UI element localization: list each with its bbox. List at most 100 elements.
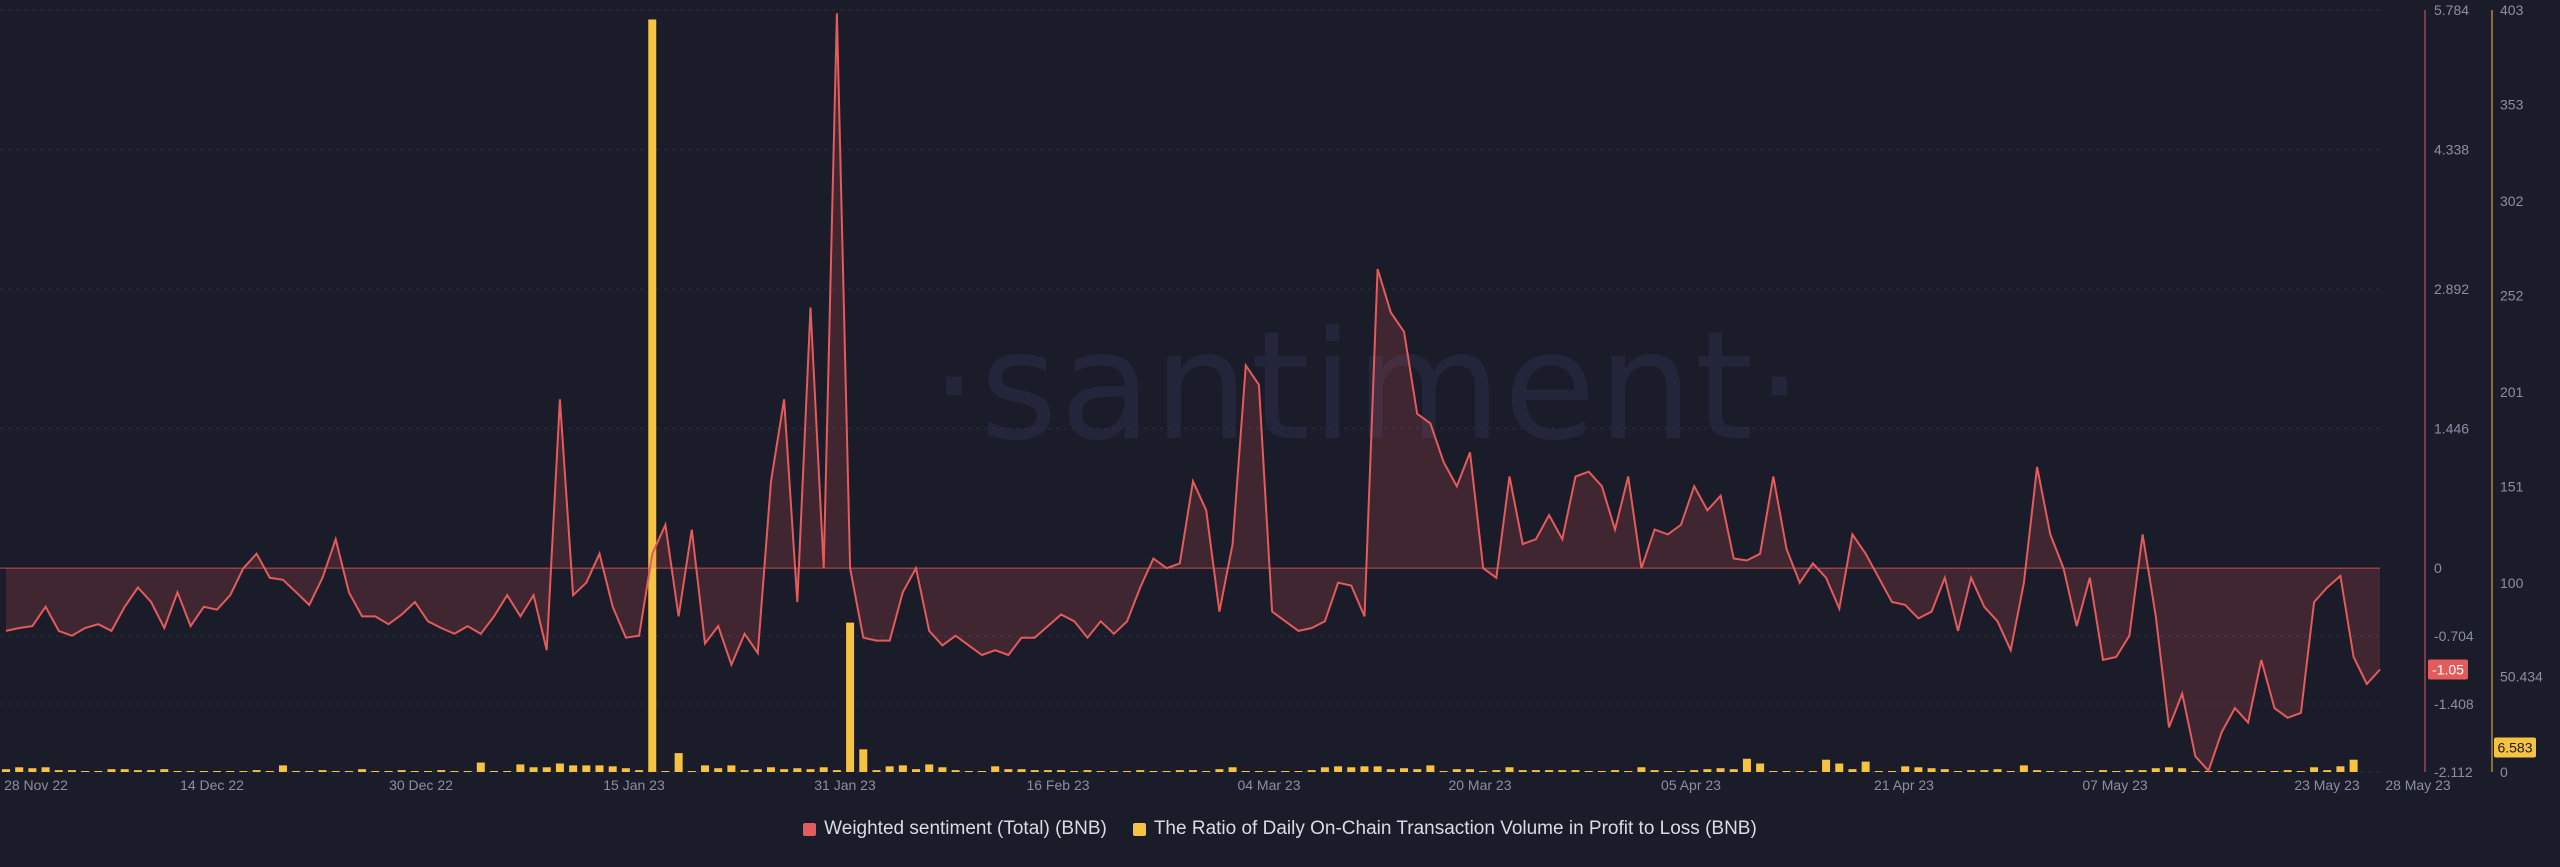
ratio-bar-153 — [2020, 765, 2028, 772]
ratio-bar-177 — [2336, 766, 2344, 772]
ratio-bar-107 — [1413, 769, 1421, 772]
ratio-bar-64 — [846, 623, 854, 772]
ratio-bar-119 — [1571, 770, 1579, 772]
ratio-tick-3: 252 — [2500, 288, 2524, 304]
sentiment-line — [6, 13, 2380, 771]
ratio-bar-22 — [292, 771, 300, 772]
ratio-tick-4: 201 — [2500, 384, 2524, 400]
ratio-bar-112 — [1479, 771, 1487, 772]
ratio-bar-165 — [2178, 768, 2186, 772]
ratio-bar-76 — [1004, 769, 1012, 772]
ratio-bar-169 — [2231, 771, 2239, 772]
ratio-bar-94 — [1242, 771, 1250, 772]
ratio-bar-166 — [2191, 771, 2199, 772]
ratio-bar-71 — [938, 767, 946, 772]
ratio-bar-92 — [1215, 769, 1223, 772]
ratio-bar-129 — [1703, 769, 1711, 772]
ratio-bar-115 — [1519, 770, 1527, 772]
ratio-bar-105 — [1387, 769, 1395, 772]
ratio-bar-65 — [859, 749, 867, 772]
ratio-bar-128 — [1690, 770, 1698, 772]
ratio-bar-62 — [820, 767, 828, 772]
ratio-bar-142 — [1875, 771, 1883, 772]
ratio-bar-39 — [516, 764, 524, 772]
ratio-bar-48 — [635, 770, 643, 772]
ratio-bar-131 — [1730, 769, 1738, 772]
ratio-bar-144 — [1901, 766, 1909, 772]
ratio-bar-87 — [1149, 771, 1157, 772]
ratio-bar-43 — [569, 765, 577, 772]
legend-item-ratio[interactable]: The Ratio of Daily On-Chain Transaction … — [1133, 818, 1757, 840]
ratio-bar-88 — [1163, 771, 1171, 772]
ratio-bar-54 — [714, 768, 722, 772]
ratio-bar-60 — [793, 768, 801, 772]
legend-item-sentiment[interactable]: Weighted sentiment (Total) (BNB) — [803, 818, 1107, 840]
ratio-bar-174 — [2297, 771, 2305, 772]
ratio-bar-68 — [899, 765, 907, 772]
ratio-tick-0: 403 — [2500, 2, 2524, 18]
ratio-tick-7: 50.434 — [2500, 669, 2543, 685]
ratio-bar-73 — [965, 771, 973, 772]
ratio-bar-172 — [2270, 771, 2278, 772]
x-tick-2: 30 Dec 22 — [389, 777, 453, 793]
x-tick-0: 28 Nov 22 — [4, 777, 68, 793]
ratio-bar-100 — [1321, 767, 1329, 772]
sentiment-tick-5: -0.704 — [2434, 628, 2474, 644]
ratio-bar-34 — [450, 771, 458, 772]
ratio-bar-122 — [1611, 770, 1619, 772]
ratio-bar-148 — [1954, 771, 1962, 772]
ratio-bar-26 — [345, 771, 353, 772]
ratio-bar-146 — [1928, 768, 1936, 772]
ratio-bar-8 — [108, 769, 116, 772]
ratio-bar-50 — [661, 771, 669, 772]
ratio-bar-164 — [2165, 767, 2173, 772]
ratio-bar-32 — [424, 771, 432, 772]
ratio-bar-70 — [925, 764, 933, 772]
ratio-bar-140 — [1848, 769, 1856, 772]
ratio-bar-150 — [1980, 770, 1988, 772]
ratio-bar-59 — [780, 769, 788, 772]
ratio-bar-95 — [1255, 771, 1263, 772]
ratio-bar-97 — [1281, 771, 1289, 772]
ratio-bar-173 — [2284, 770, 2292, 772]
ratio-bar-171 — [2257, 771, 2265, 772]
ratio-bar-61 — [807, 769, 815, 772]
ratio-bar-20 — [266, 771, 274, 772]
ratio-last-value: 6.583 — [2497, 740, 2532, 756]
ratio-bar-108 — [1426, 765, 1434, 772]
ratio-bar-27 — [358, 769, 366, 772]
x-tick-12: 28 May 23 — [2385, 777, 2451, 793]
ratio-bar-157 — [2073, 771, 2081, 772]
ratio-bar-40 — [530, 767, 538, 772]
ratio-bar-138 — [1822, 760, 1830, 772]
ratio-bar-85 — [1123, 771, 1131, 772]
ratio-bar-160 — [2112, 771, 2120, 772]
ratio-bar-83 — [1097, 771, 1105, 772]
ratio-bar-121 — [1598, 771, 1606, 772]
ratio-bar-75 — [991, 766, 999, 772]
ratio-bar-143 — [1888, 771, 1896, 772]
ratio-bar-170 — [2244, 771, 2252, 772]
ratio-bar-178 — [2350, 760, 2358, 772]
ratio-bar-25 — [332, 771, 340, 772]
ratio-bar-47 — [622, 768, 630, 772]
ratio-bar-5 — [68, 770, 76, 772]
ratio-bar-156 — [2059, 771, 2067, 772]
x-tick-4: 31 Jan 23 — [814, 777, 876, 793]
ratio-bar-24 — [319, 770, 327, 772]
ratio-bar-72 — [952, 770, 960, 772]
ratio-bar-154 — [2033, 770, 2041, 772]
sentiment-tick-2: 2.892 — [2434, 281, 2469, 297]
ratio-bar-93 — [1229, 767, 1237, 772]
ratio-bar-110 — [1453, 769, 1461, 772]
sentiment-tick-3: 1.446 — [2434, 421, 2469, 437]
ratio-bar-82 — [1083, 770, 1091, 772]
ratio-bar-152 — [2007, 771, 2015, 772]
ratio-bar-126 — [1664, 771, 1672, 772]
ratio-bar-2 — [28, 768, 36, 772]
sentiment-tick-6: -1.408 — [2434, 696, 2474, 712]
ratio-bar-6 — [81, 771, 89, 772]
ratio-bar-135 — [1783, 771, 1791, 772]
ratio-bar-66 — [872, 770, 880, 772]
ratio-bar-41 — [543, 767, 551, 772]
